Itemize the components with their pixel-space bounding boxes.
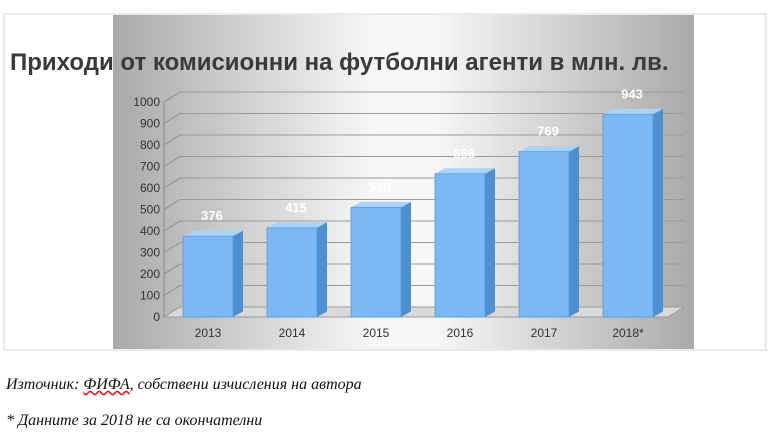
- source-prefix: Източник:: [6, 376, 84, 393]
- source-rest: , собствени изчисления на автора: [129, 376, 362, 393]
- bar: [518, 151, 570, 318]
- gridline-side: [163, 156, 181, 167]
- data-label: 376: [201, 208, 223, 223]
- x-tick-label: 2014: [279, 326, 306, 340]
- gridline-side: [163, 242, 181, 253]
- gridline-side: [163, 91, 181, 103]
- x-tick-label: 2013: [195, 326, 222, 340]
- bar: [266, 227, 318, 318]
- y-tick-label: 100: [140, 289, 160, 303]
- data-label: 769: [537, 124, 559, 139]
- bar-top: [519, 146, 579, 152]
- bar-top: [351, 201, 411, 208]
- bar: [434, 173, 486, 318]
- gridline-side: [163, 113, 181, 124]
- gridline-side: [163, 199, 181, 210]
- y-tick-label: 700: [140, 160, 160, 174]
- y-tick-label: 1000: [133, 95, 160, 109]
- footnote: * Данните за 2018 не са окончателни: [6, 412, 263, 429]
- source-link[interactable]: ФИФА: [83, 376, 130, 393]
- bar-side: [233, 230, 243, 317]
- gridline-side: [163, 285, 181, 296]
- chart-title: Приходи от комисионни на футболни агенти…: [10, 49, 669, 76]
- bar-top: [183, 230, 243, 237]
- gridline-side: [163, 220, 181, 232]
- data-label: 943: [621, 86, 643, 101]
- gridline-side: [163, 263, 181, 275]
- gridline-side: [163, 134, 181, 146]
- bar-side: [569, 146, 579, 317]
- x-tick-label: 2017: [531, 326, 558, 340]
- bar: [182, 235, 234, 318]
- plot-area: 0 100 200 300 400 500 600 700 800 900 1000 376 2013 4…: [133, 86, 686, 340]
- bar: [350, 206, 402, 318]
- y-tick-label: 800: [140, 138, 160, 152]
- data-label: 510: [369, 179, 391, 194]
- bar-side: [317, 222, 327, 317]
- y-tick-label: 900: [140, 117, 160, 131]
- y-tick-label: 600: [140, 181, 160, 195]
- x-tick-label: 2016: [447, 326, 474, 340]
- source-note: Източник: ФИФА, собствени изчисления на …: [6, 376, 362, 394]
- bar-side: [653, 108, 663, 317]
- bar-top: [603, 108, 663, 115]
- bar-side: [485, 168, 495, 317]
- bar-side: [401, 201, 411, 317]
- y-tick-label: 500: [140, 203, 160, 217]
- bar-top: [267, 222, 327, 228]
- data-label: 415: [285, 200, 307, 215]
- x-tick-label: 2015: [363, 326, 390, 340]
- data-label: 666: [453, 146, 475, 161]
- x-tick-label: 2018*: [612, 326, 644, 340]
- gridline-side: [163, 177, 181, 189]
- bar-top: [435, 168, 495, 174]
- y-tick-label: 0: [153, 310, 160, 324]
- y-tick-label: 200: [140, 267, 160, 281]
- bar: [602, 113, 654, 318]
- y-tick-label: 300: [140, 246, 160, 260]
- y-tick-label: 400: [140, 224, 160, 238]
